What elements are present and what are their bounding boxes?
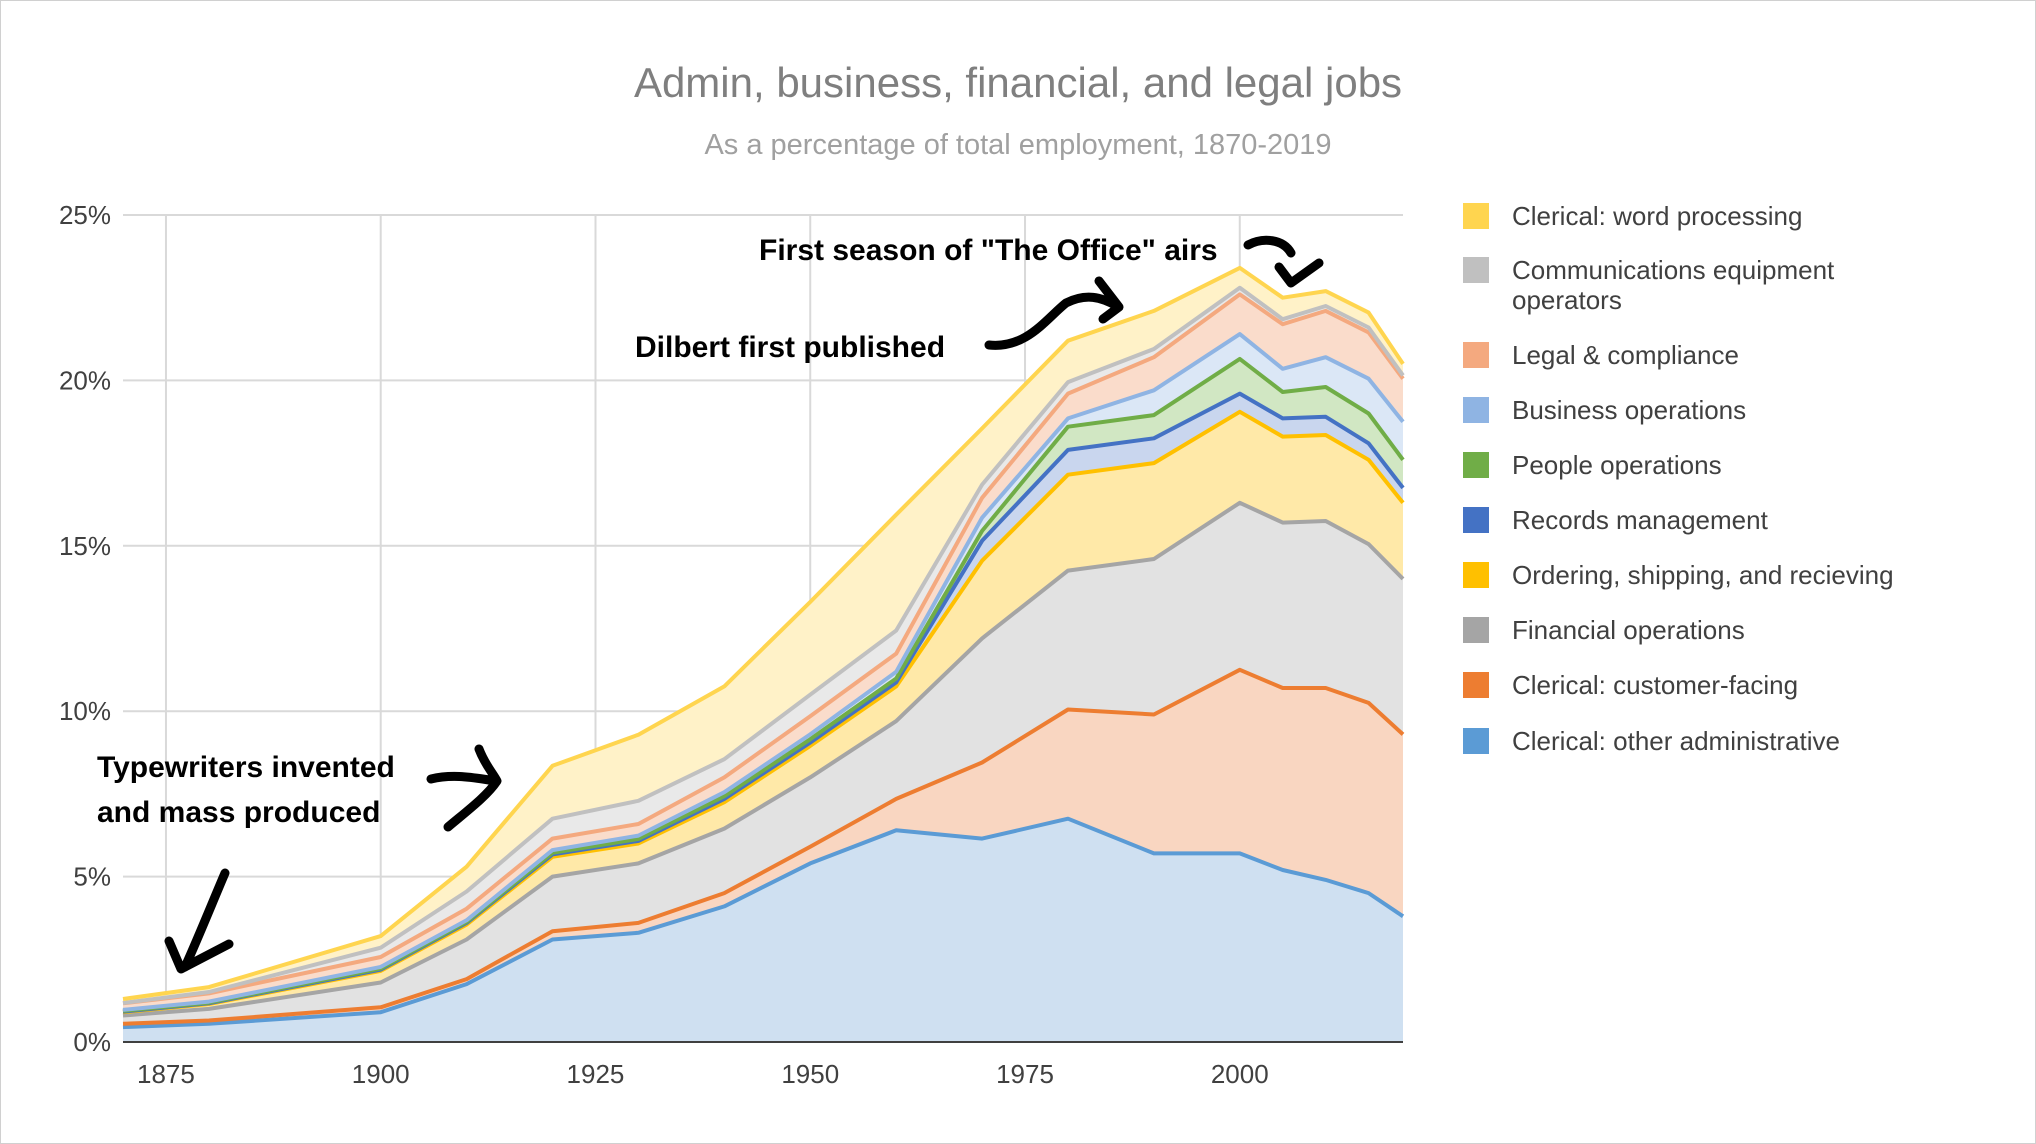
series-line-7: [122, 292, 1405, 1006]
legend-label: Financial operations: [1512, 615, 1745, 645]
chart-title: Admin, business, financial, and legal jo…: [634, 59, 1402, 106]
x-tick-label: 2000: [1211, 1059, 1269, 1089]
area-layers: [123, 267, 1403, 1042]
area-1: [123, 669, 1403, 1028]
legend-label: Clerical: other administrative: [1512, 726, 1840, 756]
annotations: Typewriters invented and mass produced Dil…: [97, 234, 1324, 974]
area-0: [123, 818, 1403, 1042]
area-outlines: [122, 265, 1405, 1030]
legend-swatch: [1463, 342, 1489, 368]
x-tick-label: 1950: [781, 1059, 839, 1089]
area-3: [123, 411, 1403, 1016]
legend-label: Clerical: word processing: [1512, 201, 1802, 231]
series-line-2: [122, 500, 1405, 1018]
legend-label: Legal & compliance: [1512, 340, 1739, 370]
annotation-typewriters-line: and mass produced: [97, 796, 380, 829]
x-tick-label: 1900: [352, 1059, 410, 1089]
arrow-office: [1243, 235, 1324, 288]
arrow-typewriters: [426, 744, 502, 832]
legend: Clerical: word processing Communications …: [1463, 201, 1894, 756]
annotation-typewriters: Typewriters invented and mass produced: [97, 751, 395, 829]
arrow-1875: [164, 868, 234, 974]
legend-label: Business operations: [1512, 395, 1746, 425]
x-tick-label: 1925: [567, 1059, 625, 1089]
y-tick-label: 20%: [59, 365, 111, 395]
annotation-typewriters-line: Typewriters invented: [97, 751, 395, 784]
legend-swatch: [1463, 562, 1489, 588]
y-tick-label: 5%: [73, 862, 111, 892]
annotation-dilbert-line: Dilbert first published: [635, 331, 945, 364]
legend-swatch: [1463, 507, 1489, 533]
y-tick-label: 15%: [59, 531, 111, 561]
series-line-6: [122, 332, 1405, 1012]
legend-swatch: [1463, 257, 1489, 283]
y-tick-label: 10%: [59, 696, 111, 726]
x-tick-label: 1975: [996, 1059, 1054, 1089]
legend-label-line: operators: [1512, 285, 1622, 315]
series-line-0: [122, 816, 1405, 1030]
legend-label: Clerical: customer-facing: [1512, 670, 1798, 700]
x-tick-label: 1875: [137, 1059, 195, 1089]
legend-swatch: [1463, 397, 1489, 423]
legend-label: Ordering, shipping, and recieving: [1512, 560, 1894, 590]
legend-swatch: [1463, 672, 1489, 698]
annotation-dilbert: Dilbert first published: [635, 331, 945, 364]
legend-swatch: [1463, 203, 1489, 229]
legend-label: Communications equipment operators: [1512, 255, 1835, 315]
legend-label-line: Communications equipment: [1512, 255, 1835, 285]
annotation-the-office: First season of "The Office" airs: [759, 234, 1218, 267]
arrow-dilbert: [984, 276, 1124, 350]
series-line-1: [122, 667, 1405, 1026]
chart-subtitle: As a percentage of total employment, 187…: [704, 129, 1331, 161]
legend-label: People operations: [1512, 450, 1722, 480]
legend-swatch: [1463, 452, 1489, 478]
legend-swatch: [1463, 728, 1489, 754]
series-line-9: [122, 265, 1405, 1001]
y-tick-label: 25%: [59, 200, 111, 230]
series-line-8: [122, 285, 1405, 1005]
annotation-the-office-line: First season of "The Office" airs: [759, 234, 1218, 267]
legend-label: Records management: [1512, 505, 1769, 535]
legend-swatch: [1463, 617, 1489, 643]
area-2: [123, 502, 1403, 1024]
y-tick-label: 0%: [73, 1027, 111, 1057]
axes: 0% 5% 10% 15% 20% 25% 1875 1900 1925 1950 1975 2000: [59, 200, 1403, 1089]
